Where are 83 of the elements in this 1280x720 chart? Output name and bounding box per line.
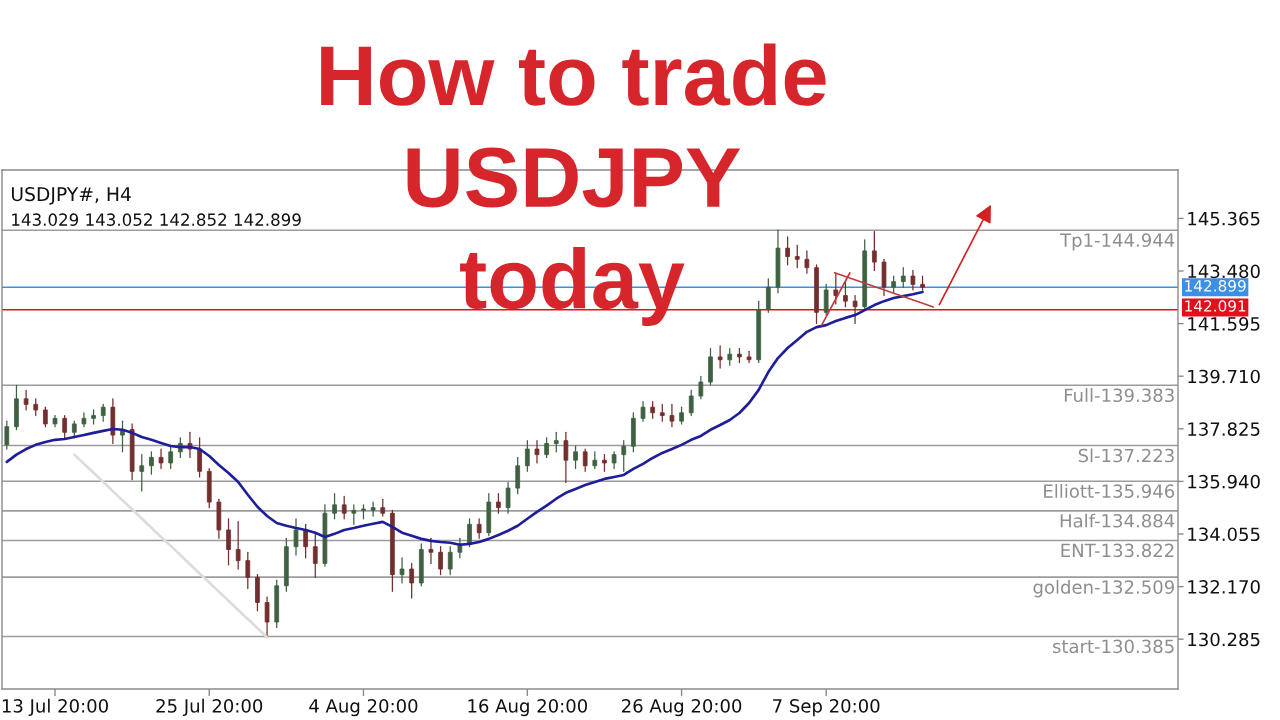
candlestick	[158, 448, 164, 470]
candlestick	[640, 400, 646, 422]
x-tick-label: 4 Aug 20:00	[309, 699, 418, 717]
x-tick-label: 16 Aug 20:00	[468, 699, 588, 717]
candlestick	[293, 518, 299, 556]
candlestick	[515, 456, 521, 495]
ref-line-label: Full-139.383	[1064, 388, 1174, 403]
text: USDJPY#, H4	[11, 187, 131, 205]
candlestick	[496, 493, 501, 514]
candlestick	[351, 504, 357, 525]
y-tick-label: 134.055	[1188, 527, 1260, 542]
y-tick-label: 130.285	[1188, 632, 1260, 647]
candlestick	[505, 481, 511, 514]
candlestick	[245, 551, 251, 590]
candlestick	[563, 431, 569, 484]
candlestick	[428, 537, 434, 565]
y-tick-label: 137.825	[1188, 422, 1260, 436]
y-tick-label: 141.595	[1188, 317, 1260, 331]
candlestick	[621, 440, 627, 472]
x-tick-label: 25 Jul 20:00	[156, 698, 263, 717]
x-tick-label: 7 Sep 20:00	[773, 699, 880, 717]
x-tick-label: 26 Aug 20:00	[622, 699, 742, 717]
candlestick	[62, 414, 67, 439]
candlestick	[235, 520, 241, 570]
ref-line-label: golden-132.509	[1033, 579, 1174, 598]
candlestick	[823, 283, 829, 316]
ref-line-label: Tp1-144.944	[1060, 233, 1175, 251]
candlestick	[872, 230, 877, 272]
candlestick	[23, 389, 29, 411]
candlestick	[910, 269, 916, 291]
y-tick-label: 139.710	[1188, 369, 1260, 384]
candlestick	[698, 375, 704, 400]
candlestick	[852, 294, 858, 325]
candlestick	[467, 518, 472, 548]
ref-line-label: Sl-137.223	[1078, 448, 1174, 463]
candlestick	[370, 501, 376, 517]
candlestick	[534, 440, 540, 464]
candlestick	[669, 403, 675, 428]
candlestick	[746, 350, 752, 364]
candlestick	[843, 280, 848, 308]
candlestick	[303, 523, 308, 559]
ref-line-label: ENT-133.822	[1061, 543, 1174, 558]
candlestick	[765, 278, 771, 313]
candlestick	[447, 546, 453, 576]
ref-line-label: 142.899	[1185, 280, 1246, 292]
candlestick	[399, 557, 405, 584]
candlestick	[168, 445, 174, 470]
candlestick	[573, 445, 578, 470]
candlestick	[264, 596, 270, 637]
candlestick	[785, 236, 790, 266]
annotation: 143.029 143.052 142.852 142.899	[12, 213, 301, 226]
candlestick	[197, 437, 202, 478]
candlestick	[794, 244, 800, 269]
candlestick	[332, 493, 337, 520]
candlestick	[139, 453, 145, 492]
candlestick	[409, 562, 415, 599]
candlestick	[833, 272, 839, 305]
candlestick	[525, 440, 530, 472]
line-series	[72, 453, 269, 639]
candlestick	[804, 250, 810, 274]
candlestick	[43, 406, 48, 428]
x-tick-label: 13 Jul 20:00	[2, 698, 108, 717]
candlestick	[688, 389, 694, 417]
candlestick	[341, 495, 347, 520]
candlestick	[226, 518, 231, 566]
y-tick-label: 143.480	[1188, 264, 1260, 279]
ref-line-label: start-130.385	[1052, 639, 1174, 654]
candlestick	[544, 437, 549, 459]
candlestick	[4, 420, 10, 450]
candlestick	[149, 451, 154, 475]
candlestick	[582, 448, 588, 472]
y-tick-label: 145.365	[1188, 211, 1260, 226]
candlestick	[476, 518, 482, 539]
ref-line-label: Elliott-135.946	[1044, 484, 1175, 498]
ref-line-label: Half-134.884	[1060, 513, 1175, 528]
candlestick	[717, 345, 723, 369]
candlestick	[312, 532, 318, 579]
y-tick-label: 132.170	[1188, 580, 1260, 594]
ref-line-label: 142.091	[1185, 300, 1246, 312]
y-tick-label: 135.940	[1188, 474, 1260, 489]
candlestick	[438, 546, 443, 576]
candlestick	[553, 431, 559, 453]
candlestick	[900, 267, 906, 288]
